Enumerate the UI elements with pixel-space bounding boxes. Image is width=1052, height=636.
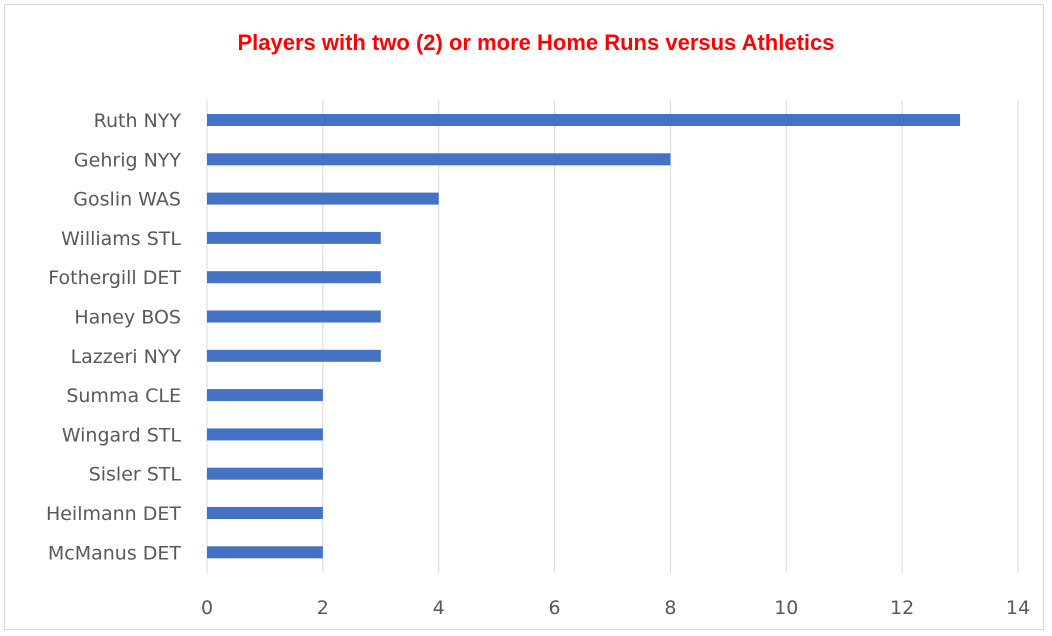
category-label: Heilmann DET	[46, 503, 181, 525]
bar	[207, 231, 381, 244]
x-tick-label: 12	[890, 597, 914, 619]
bar	[207, 467, 323, 480]
bar	[207, 192, 439, 205]
x-tick-label: 0	[201, 597, 213, 619]
bar	[207, 507, 323, 519]
category-label: Goslin WAS	[73, 189, 181, 211]
category-label: McManus DET	[48, 542, 182, 564]
x-axis-tick-labels: 0 2 4 6 8 10 12 14	[201, 597, 1030, 619]
category-label: Lazzeri NYY	[71, 346, 182, 368]
x-tick-label: 6	[549, 597, 561, 619]
x-tick-label: 14	[1006, 597, 1030, 619]
category-label: Wingard STL	[62, 424, 182, 446]
bars	[207, 114, 961, 559]
x-tick-label: 10	[774, 597, 798, 619]
category-label: Sisler STL	[89, 464, 182, 486]
x-tick-label: 2	[317, 597, 329, 619]
bar	[207, 153, 671, 166]
bar	[207, 546, 323, 559]
category-labels: Ruth NYY Gehrig NYY Goslin WAS Williams STL…	[46, 110, 181, 564]
bar	[207, 389, 323, 402]
category-label: Williams STL	[61, 228, 181, 250]
category-label: Fothergill DET	[48, 267, 181, 289]
category-label: Ruth NYY	[94, 110, 182, 132]
bar	[207, 310, 381, 323]
x-tick-label: 4	[433, 597, 445, 619]
bar	[207, 428, 323, 441]
x-tick-label: 8	[664, 597, 676, 619]
category-label: Summa CLE	[66, 385, 181, 407]
bar	[207, 271, 381, 284]
chart-area	[4, 4, 1044, 630]
gridlines	[206, 100, 1019, 573]
chart-title: Players with two (2) or more Home Runs v…	[237, 30, 835, 55]
category-label: Gehrig NYY	[74, 149, 181, 171]
bar	[207, 114, 961, 126]
category-label: Haney BOS	[74, 307, 181, 329]
bar	[207, 349, 381, 362]
